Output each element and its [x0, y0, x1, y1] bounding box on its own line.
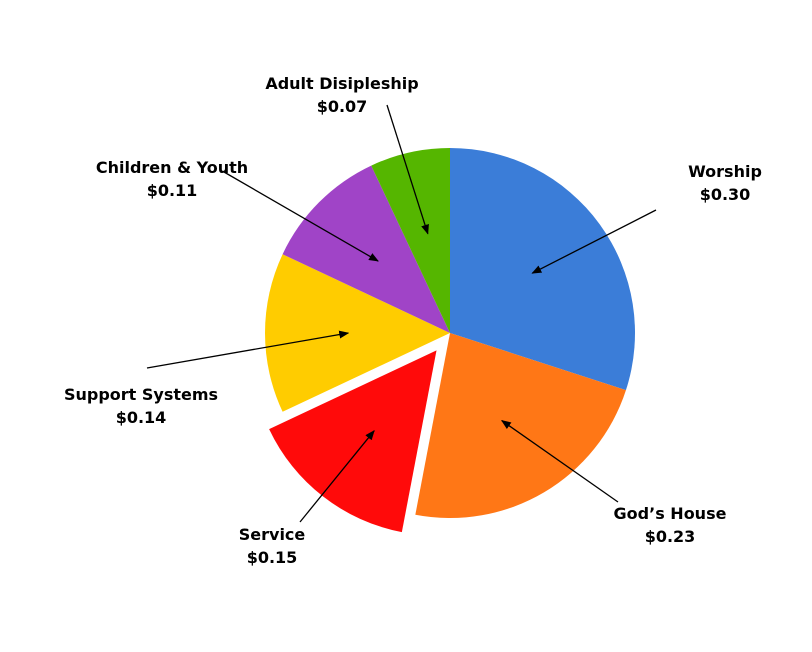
slice-name: God’s House [613, 504, 727, 523]
slice-value: $0.23 [644, 527, 696, 546]
leader-arrow-support-systems [146, 330, 350, 369]
slice-label-worship: Worship $0.30 [688, 160, 762, 206]
leader-arrow-worship [531, 209, 657, 274]
slice-value: $0.07 [316, 97, 368, 116]
slice-label-service: Service $0.15 [239, 523, 306, 569]
slice-label-children-youth: Children & Youth $0.11 [96, 156, 248, 202]
pie-slice-adult-disipleship [371, 148, 450, 333]
pie-slice-worship [450, 148, 635, 391]
pie-slice-children-youth [282, 165, 450, 333]
pie-slice-god-s-house [415, 333, 626, 518]
pie-slice-service [269, 350, 437, 533]
slice-name: Support Systems [63, 385, 219, 404]
slice-value: $0.15 [246, 548, 298, 567]
pie-slices [265, 148, 635, 533]
pie-slice-support-systems [265, 254, 450, 412]
leader-arrow-god-s-house [500, 420, 619, 503]
slice-value: $0.11 [146, 181, 198, 200]
slice-value: $0.14 [115, 408, 167, 427]
slice-name: Worship [688, 162, 762, 181]
leader-arrow-adult-disipleship [386, 104, 429, 235]
slice-name: Children & Youth [95, 158, 249, 177]
leader-lines [146, 104, 657, 523]
slice-label-support-systems: Support Systems $0.14 [64, 383, 218, 429]
slice-value: $0.30 [699, 185, 751, 204]
leader-arrow-service [299, 430, 375, 523]
leader-arrow-children-youth [223, 171, 379, 262]
slice-label-adult-disipleship: Adult Disipleship $0.07 [265, 72, 418, 118]
slice-name: Adult Disipleship [265, 74, 419, 93]
slice-name: Service [238, 525, 306, 544]
slice-label-gods-house: God’s House $0.23 [614, 502, 727, 548]
